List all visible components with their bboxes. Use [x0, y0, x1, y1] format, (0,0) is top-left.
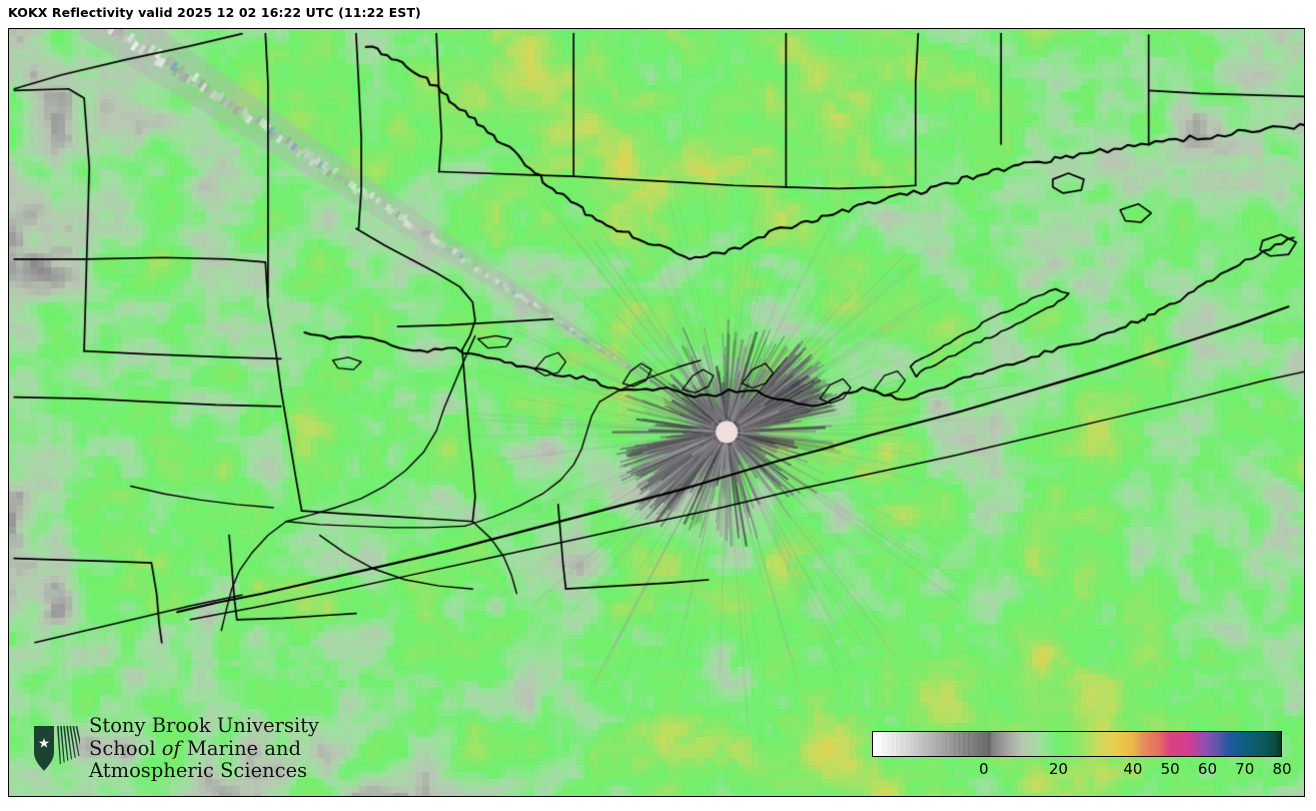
colorbar-gray-stripes [873, 732, 1281, 756]
colorbar-tick-80: 80 [1272, 760, 1292, 778]
colorbar-tick-0: 0 [979, 760, 989, 778]
colorbar-tick-70: 70 [1235, 760, 1255, 778]
colorbar-tick-60: 60 [1197, 760, 1217, 778]
colorbar-gradient-bar [872, 731, 1282, 757]
colorbar-tick-50: 50 [1160, 760, 1180, 778]
reflectivity-colorbar: 0 20 40 50 60 70 80 [872, 731, 1292, 785]
colorbar-gradient [873, 732, 1281, 756]
colorbar-tick-labels: 0 20 40 50 60 70 80 [872, 757, 1292, 785]
page-title: KOKX Reflectivity valid 2025 12 02 16:22… [8, 5, 421, 20]
radar-map-frame [8, 28, 1305, 797]
radar-reflectivity-map [9, 29, 1304, 796]
colorbar-tick-20: 20 [1048, 760, 1068, 778]
colorbar-tick-40: 40 [1123, 760, 1143, 778]
